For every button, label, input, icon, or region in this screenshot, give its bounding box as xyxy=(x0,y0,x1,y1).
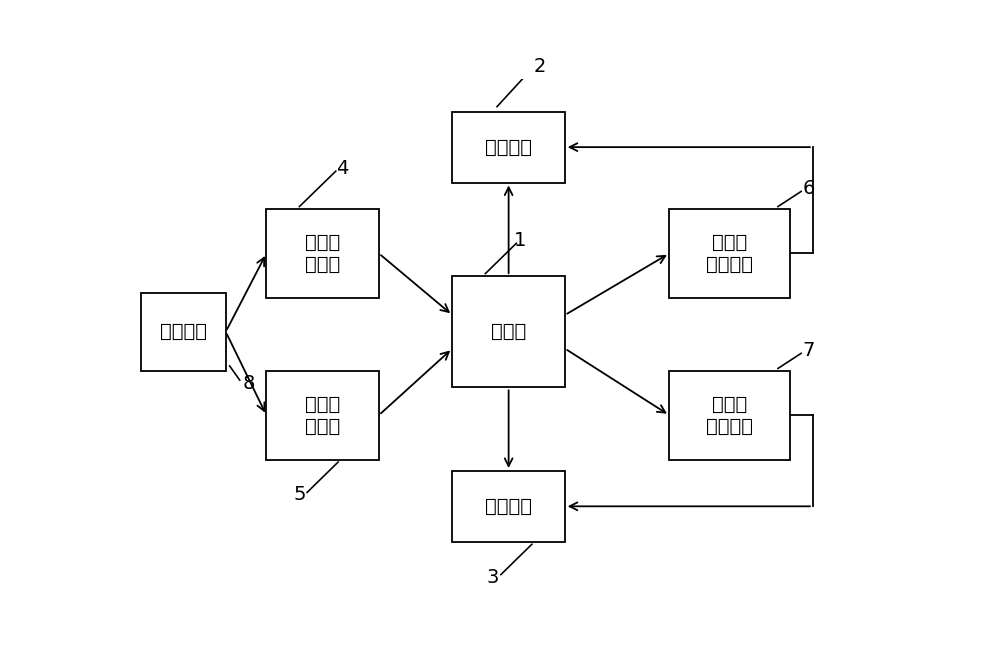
Text: 8: 8 xyxy=(243,374,255,393)
Bar xyxy=(140,292,226,371)
Text: 回旋机构: 回旋机构 xyxy=(485,137,532,156)
Bar xyxy=(266,209,379,298)
Text: 输入装置: 输入装置 xyxy=(160,323,207,341)
Bar xyxy=(669,371,790,459)
Bar xyxy=(452,112,565,183)
Text: 1: 1 xyxy=(514,231,526,250)
Text: 方位角
计算器: 方位角 计算器 xyxy=(305,233,340,274)
Text: 3: 3 xyxy=(487,568,499,587)
Text: 7: 7 xyxy=(803,341,815,360)
Text: 2: 2 xyxy=(533,57,546,76)
Bar xyxy=(452,276,565,388)
Text: 4: 4 xyxy=(336,159,348,178)
Text: 俯仰机构: 俯仰机构 xyxy=(485,497,532,516)
Bar xyxy=(669,209,790,298)
Text: 方位角
检测装置: 方位角 检测装置 xyxy=(706,233,753,274)
Bar xyxy=(266,371,379,459)
Text: 高度角
计算器: 高度角 计算器 xyxy=(305,395,340,436)
Text: 6: 6 xyxy=(803,179,815,198)
Text: 5: 5 xyxy=(293,486,306,505)
Text: 高度角
检测装置: 高度角 检测装置 xyxy=(706,395,753,436)
Bar xyxy=(452,471,565,542)
Text: 控制器: 控制器 xyxy=(491,323,526,341)
